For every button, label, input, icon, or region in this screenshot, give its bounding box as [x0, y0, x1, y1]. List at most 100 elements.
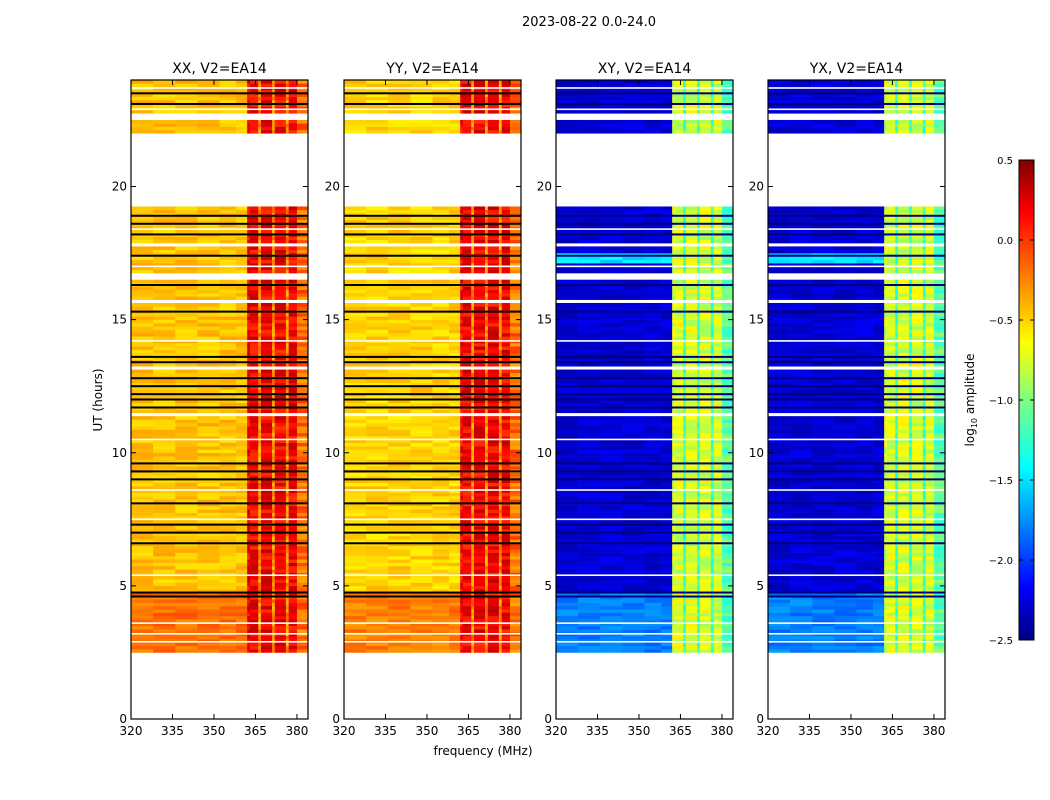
heatmap-cell [197, 119, 220, 124]
heatmap-cell [219, 123, 237, 127]
heatmap-cell [432, 209, 450, 214]
heatmap-cell [644, 582, 662, 587]
heatmap-cell [260, 479, 273, 484]
heatmap-cell [501, 579, 511, 583]
heatmap-cell [131, 492, 154, 497]
heatmap-cell [556, 642, 579, 647]
heatmap-cell [288, 619, 298, 623]
heatmap-cell [498, 515, 502, 520]
heatmap-cell [471, 429, 475, 434]
heatmap-cell [501, 223, 511, 227]
heatmap-cell [296, 89, 309, 94]
heatmap-cell [344, 289, 367, 294]
heatmap-cell [260, 206, 273, 211]
heatmap-cell [219, 80, 237, 84]
heatmap-cell [175, 442, 198, 447]
heatmap-cell [285, 316, 289, 320]
heatmap-cell [449, 625, 461, 630]
heatmap-cell [131, 239, 154, 244]
heatmap-cell [462, 555, 472, 560]
heatmap-cell [672, 525, 676, 530]
heatmap-cell [285, 472, 289, 477]
heatmap-cell [175, 103, 198, 107]
heatmap-cell [578, 549, 601, 553]
heatmap-cell [501, 466, 511, 470]
heatmap-cell [432, 552, 450, 557]
heatmap-cell [296, 545, 309, 550]
heatmap-cell [175, 336, 198, 340]
heatmap-cell [600, 609, 623, 613]
heatmap-cell [153, 439, 176, 444]
heatmap-cell [272, 615, 276, 620]
heatmap-cell [249, 429, 259, 434]
flag-line-white [344, 518, 521, 521]
heatmap-cell [622, 605, 645, 610]
heatmap-cell [449, 612, 461, 617]
heatmap-cell [272, 499, 276, 503]
heatmap-cell [501, 396, 511, 400]
heatmap-cell [471, 209, 475, 214]
heatmap-cell [236, 263, 248, 267]
heatmap-cell [296, 322, 309, 327]
heatmap-cell [713, 569, 723, 573]
heatmap-cell [366, 619, 389, 623]
heatmap-cell [460, 342, 464, 347]
heatmap-cell [260, 129, 273, 134]
heatmap-cell [487, 236, 500, 241]
heatmap-cell [432, 449, 450, 454]
heatmap-cell [485, 346, 489, 350]
heatmap-cell [699, 589, 712, 593]
heatmap-cell [432, 296, 450, 300]
heatmap-cell [498, 605, 502, 610]
heatmap-cell [498, 545, 502, 550]
heatmap-cell [236, 512, 248, 517]
heatmap-cell [272, 356, 276, 360]
heatmap-cell [410, 83, 433, 87]
heatmap-cell [272, 429, 276, 434]
heatmap-cell [487, 329, 500, 334]
heatmap-cell [219, 302, 237, 307]
heatmap-cell [388, 80, 411, 84]
heatmap-cell [697, 595, 701, 600]
heatmap-cell [449, 409, 461, 414]
heatmap-cell [501, 472, 511, 477]
heatmap-cell [501, 602, 511, 607]
heatmap-cell [197, 575, 220, 580]
heatmap-cell [288, 266, 298, 271]
heatmap-cell [473, 379, 486, 384]
heatmap-cell [410, 223, 433, 227]
heatmap-cell [344, 223, 367, 227]
heatmap-cell [501, 525, 511, 530]
flag-line-white [344, 87, 521, 89]
heatmap-cell [260, 429, 273, 434]
heatmap-cell [249, 346, 259, 350]
heatmap-cell [247, 379, 251, 384]
heatmap-cell [236, 602, 248, 607]
heatmap-cell [272, 416, 276, 420]
flag-line-white [344, 633, 521, 635]
heatmap-cell [462, 545, 472, 550]
heatmap-cell [432, 352, 450, 357]
heatmap-cell [219, 555, 237, 560]
heatmap-cell [501, 226, 511, 231]
heatmap-cell [498, 625, 502, 630]
heatmap-cell [288, 89, 298, 94]
heatmap-cell [175, 459, 198, 464]
heatmap-cell [721, 595, 734, 600]
heatmap-cell [388, 585, 411, 590]
heatmap-cell [274, 649, 287, 653]
heatmap-cell [410, 549, 433, 553]
heatmap-cell [449, 362, 461, 367]
heatmap-cell [175, 506, 198, 510]
heatmap-cell [432, 106, 450, 111]
heatmap-cell [153, 289, 176, 294]
heatmap-cell [498, 635, 502, 640]
heatmap-cell [509, 209, 522, 214]
heatmap-cell [288, 562, 298, 567]
heatmap-cell [410, 349, 433, 354]
heatmap-cell [366, 525, 389, 530]
heatmap-cell [249, 402, 259, 407]
heatmap-cell [462, 342, 472, 347]
heatmap-cell [432, 269, 450, 274]
heatmap-cell [236, 286, 248, 290]
